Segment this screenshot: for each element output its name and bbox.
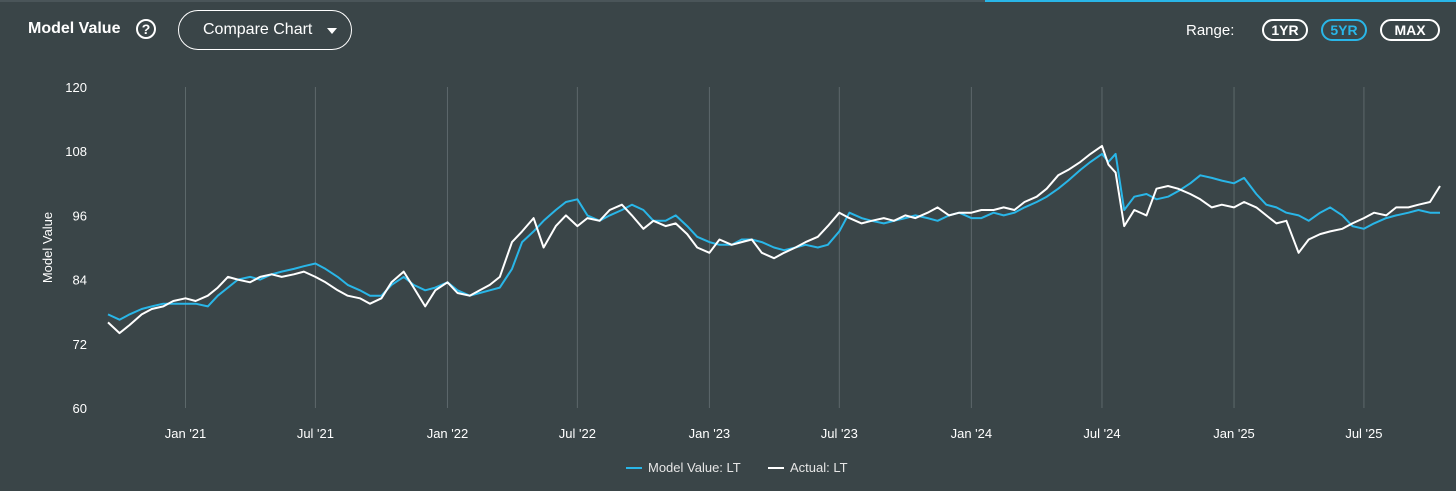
x-tick-label: Jul '22 [559, 426, 596, 441]
legend-swatch-model [626, 467, 642, 469]
chart-legend: Model Value: LT Actual: LT [0, 459, 1456, 477]
x-tick-label: Jan '24 [951, 426, 993, 441]
compare-chart-label: Compare Chart [203, 21, 313, 38]
range-button-5yr[interactable]: 5YR [1321, 19, 1367, 41]
y-tick-label: 84 [73, 273, 87, 288]
legend-label-actual: Actual: LT [790, 460, 848, 475]
top-border [0, 0, 1456, 2]
series-line-actual [107, 144, 1441, 335]
chevron-down-icon [327, 28, 337, 34]
y-tick-label: 72 [73, 337, 87, 352]
compare-chart-button[interactable]: Compare Chart [178, 10, 352, 50]
y-tick-label: 60 [73, 401, 87, 416]
x-tick-label: Jul '23 [821, 426, 858, 441]
line-chart: Jan '21 Jul '21 Jan '22 Jul '22 Jan '23 Jul '… [40, 80, 1441, 441]
page-title: Model Value [28, 20, 121, 37]
range-label: Range: [1186, 22, 1235, 39]
x-tick-label: Jan '23 [689, 426, 731, 441]
y-axis-title: Model Value [40, 212, 55, 283]
series-line-model-value [107, 152, 1440, 321]
legend-swatch-actual [768, 467, 784, 469]
x-tick-label: Jan '22 [427, 426, 469, 441]
top-accent-line [985, 0, 1456, 2]
legend-label-model: Model Value: LT [648, 460, 741, 475]
x-tick-label: Jan '21 [165, 426, 207, 441]
y-tick-label: 108 [65, 144, 87, 159]
range-button-max[interactable]: MAX [1380, 19, 1440, 41]
y-tick-label: 96 [73, 208, 87, 223]
help-icon[interactable]: ? [136, 19, 156, 39]
x-tick-label: Jul '21 [297, 426, 334, 441]
chart-header: Model Value ? Compare Chart Range: 1YR 5… [0, 0, 1456, 62]
x-tick-label: Jul '24 [1083, 426, 1120, 441]
range-button-1yr[interactable]: 1YR [1262, 19, 1308, 41]
x-tick-label: Jan '25 [1213, 426, 1255, 441]
x-tick-label: Jul '25 [1345, 426, 1382, 441]
y-tick-label: 120 [65, 80, 87, 95]
